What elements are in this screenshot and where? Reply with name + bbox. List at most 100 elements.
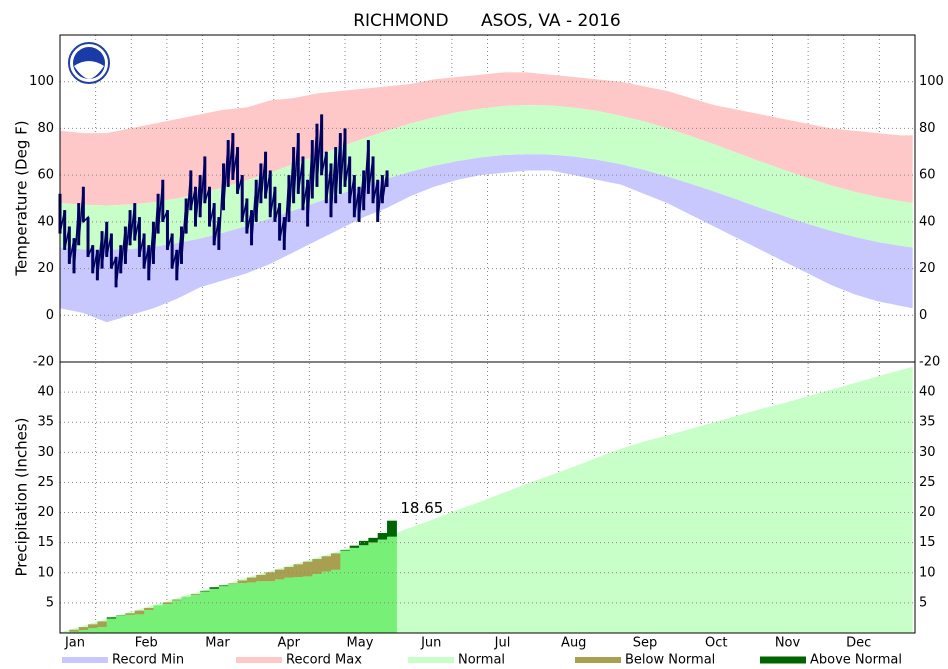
y-tick-label: 25 [37,475,54,490]
x-tick-label: May [347,636,374,651]
below-normal [256,574,267,582]
x-tick-label: Dec [846,636,871,651]
observed-trace [59,114,388,288]
y-tick-label: 35 [37,415,54,430]
normal-precip-area [60,366,913,633]
legend-label: Above Normal [810,653,902,668]
observed-precip [368,542,379,633]
observed-precip [312,573,323,633]
y-tick-label: 0 [46,308,54,323]
observed-precip [162,604,173,633]
below-normal [125,613,136,615]
record-max-band [60,72,913,206]
y-tick-label-right: 25 [919,475,936,490]
above-normal [368,537,379,543]
observed-precip [144,610,154,633]
y-tick-label: 20 [37,505,54,520]
below-normal [321,556,332,572]
above-normal [106,617,117,619]
observed-precip [78,629,89,633]
observed-precip [377,539,388,633]
legend-swatch [760,656,806,664]
observed-precip [153,605,164,633]
y-tick-label-right: 60 [919,168,936,183]
y-tick-label-right: 100 [919,74,944,89]
below-normal [162,602,173,605]
x-tick-label: Nov [775,636,801,651]
observed-precip [330,569,341,633]
y-tick-label: -20 [33,355,54,370]
y-tick-label: 80 [37,121,54,136]
below-normal [265,572,276,582]
observed-precip [256,581,267,633]
below-normal [284,566,295,578]
below-normal [144,607,154,611]
plot-frame [59,34,916,634]
y-axis-label: Precipitation (Inches) [13,418,31,577]
y-tick-label-right: 0 [919,308,927,323]
x-tick-label: Apr [278,636,301,651]
above-normal [200,590,211,592]
y-axis-label: Temperature (Deg F) [13,120,31,276]
above-normal [359,540,369,546]
noaa-logo [68,42,110,84]
y-tick-label-right: 15 [919,535,936,550]
legend-swatch [575,657,621,663]
below-normal [134,610,145,615]
x-tick-label: Oct [705,636,727,651]
x-tick-label: Aug [561,636,586,651]
observed-precip [209,588,220,633]
x-tick-label: Jun [420,636,441,651]
x-tick-label: Mar [205,636,230,651]
observed-precip [88,628,98,633]
y-tick-label: 40 [37,214,54,229]
below-normal [228,583,239,585]
below-normal [78,627,89,630]
y-tick-label: 15 [37,535,54,550]
observed-precip [321,571,332,633]
x-tick-label: Jan [64,636,85,651]
observed-precip [181,596,192,633]
observed-precip [274,579,285,633]
y-tick-label: 30 [37,445,54,460]
below-normal [330,553,341,570]
observed-precip [97,626,108,633]
below-normal [97,621,108,627]
below-normal [237,580,248,584]
above-normal [349,545,360,548]
legend-swatch [408,657,454,663]
data-label: 18.65 [400,499,443,517]
observed-precip [200,591,211,633]
observed-precip [134,614,145,633]
legend-label: Record Min [112,653,184,668]
below-normal [246,577,257,583]
x-tick-label: Sep [633,636,658,651]
above-normal [387,520,397,537]
y-tick-label: 10 [37,565,54,580]
observed-precip [116,615,126,633]
observed-precip [69,631,80,633]
y-tick-label-right: 20 [919,505,936,520]
observed-precip [293,576,304,633]
above-normal [209,587,220,589]
observed-precip [246,582,257,633]
y-tick-label-right: 10 [919,565,936,580]
chart-title: RICHMOND ASOS, VA - 2016 [353,11,621,31]
y-tick-label-right: -20 [919,355,940,370]
observed-precip [265,581,276,633]
normal-band [60,105,913,250]
above-normal [377,533,388,540]
y-tick-label-right: 40 [919,385,936,400]
below-normal [293,564,304,577]
y-tick-label: 20 [37,261,54,276]
observed-precip [387,536,397,633]
observed-precip [190,595,201,633]
y-tick-label-right: 30 [919,445,936,460]
legend-label: Below Normal [625,653,715,668]
observed-precip [302,576,313,633]
below-normal [88,624,98,629]
observed-precip [218,586,229,633]
legend-swatch [236,657,282,663]
y-tick-label-right: 5 [919,595,927,610]
